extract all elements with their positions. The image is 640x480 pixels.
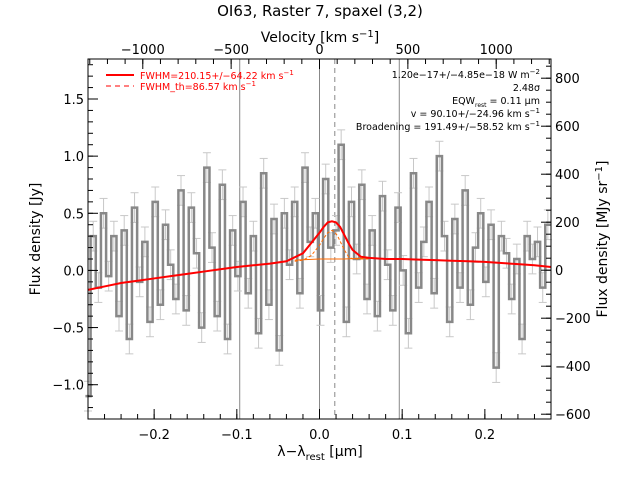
x-tick-label: −0.1 (221, 428, 253, 443)
annotation-significance: 2.48σ (513, 83, 540, 94)
legend-entry-fwhm: FWHM=210.15+/−64.22 km s−1 (140, 69, 294, 82)
top-axis-label: Velocity [km s−1] (261, 29, 380, 46)
x-tick-label: 0.1 (392, 428, 413, 443)
plot-area: −0.2 −0.1 0.0 0.1 0.2 −1.0 −0.5 0.0 0.5 1.0 1.5 −60… (52, 43, 590, 443)
right-tick-label: 400 (555, 168, 580, 183)
x-tick-label: 0.2 (475, 428, 496, 443)
right-tick-label: 0 (555, 264, 563, 279)
continuum-component (294, 257, 370, 261)
fit-curve (87, 220, 552, 291)
annotation-broadening: Broadening = 191.49+/−58.52 km s−1 (356, 120, 540, 133)
top-tick-label: −1000 (121, 43, 165, 58)
annotation-velocity-text: v = 90.10+/−24.96 km s (411, 109, 530, 120)
right-tick-label: −200 (555, 312, 591, 327)
legend-entry-fwhm-text: FWHM=210.15+/−64.22 km s (140, 71, 284, 82)
right-axis-label-text: Flux density [MJy sr (595, 180, 611, 317)
annotation-flux-sup: −2 (530, 68, 540, 76)
fit-annotations: 1.20e−17+/−4.85e−18 W m−2 2.48σ EQWrest … (356, 68, 540, 133)
y-tick-label: 1.0 (63, 150, 84, 165)
annotation-eqw-text: EQW (452, 96, 475, 107)
x-axis-label-unit: [μm] (325, 444, 363, 460)
y-tick-label: 1.5 (63, 93, 84, 108)
legend-entry-fwhm-th-sup: −1 (246, 80, 256, 88)
y-axis-label: Flux density [Jy] (28, 183, 44, 296)
top-axis-label-text: Velocity [km s (261, 30, 359, 46)
legend-entry-fwhm-th-text: FWHM_th=86.57 km s (140, 82, 246, 93)
annotation-velocity-sup: −1 (530, 107, 540, 115)
top-tick-label: 0 (315, 43, 323, 58)
right-tick-label: 600 (555, 120, 580, 135)
x-tick-label: 0.0 (309, 428, 330, 443)
annotation-broadening-sup: −1 (530, 120, 540, 128)
y-tick-label: 0.0 (63, 264, 84, 279)
right-axis-label-sup: −1 (594, 166, 605, 181)
legend-entry-fwhm-sup: −1 (283, 69, 293, 77)
x-tick-label: −0.2 (138, 428, 170, 443)
top-axis-label-close: ] (374, 30, 379, 46)
top-tick-label: −500 (213, 43, 249, 58)
y-tick-label: −0.5 (52, 322, 84, 337)
right-tick-label: 200 (555, 216, 580, 231)
legend: FWHM=210.15+/−64.22 km s−1 FWHM_th=86.57… (106, 69, 294, 93)
annotation-flux-text: 1.20e−17+/−4.85e−18 W m (392, 70, 530, 81)
y-tick-label: 0.5 (63, 207, 84, 222)
right-tick-label: 800 (555, 72, 580, 87)
top-axis-label-sup: −1 (359, 29, 374, 40)
annotation-eqw: EQWrest = 0.11 μm (452, 96, 540, 109)
x-axis-label-text: λ−λ (277, 444, 305, 460)
annotation-velocity: v = 90.10+/−24.96 km s−1 (411, 107, 540, 120)
gaussian-component (294, 229, 370, 262)
spectrum-line (85, 143, 551, 398)
right-tick-label: −600 (555, 408, 591, 423)
x-axis-label: λ−λrest [μm] (277, 444, 362, 463)
chart-title: OI63, Raster 7, spaxel (3,2) (217, 2, 423, 20)
annotation-eqw-value: = 0.11 μm (487, 96, 540, 107)
x-axis-label-sub: rest (306, 452, 325, 463)
y-tick-label: −1.0 (52, 379, 84, 394)
right-axis-label-close: ] (595, 160, 611, 165)
right-tick-label: −400 (555, 360, 591, 375)
top-tick-label: 500 (395, 43, 420, 58)
annotation-broadening-text: Broadening = 191.49+/−58.52 km s (356, 122, 530, 133)
right-axis-label: Flux density [MJy sr−1] (594, 160, 611, 317)
annotation-eqw-sub: rest (475, 102, 487, 109)
annotation-flux: 1.20e−17+/−4.85e−18 W m−2 (392, 68, 540, 81)
top-tick-label: 1000 (480, 43, 513, 58)
legend-entry-fwhm-th: FWHM_th=86.57 km s−1 (140, 80, 256, 93)
